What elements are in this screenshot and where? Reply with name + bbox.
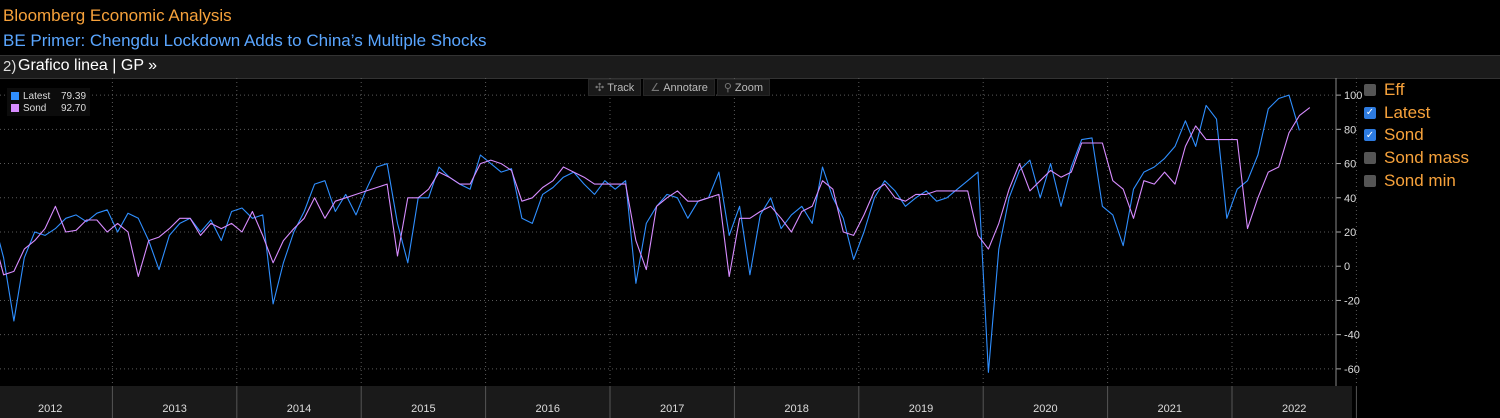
source-label: Bloomberg Economic Analysis [3,6,232,25]
checkbox-icon[interactable] [1364,174,1376,187]
magnifier-icon: ⚲ [723,82,732,94]
legend-value: 79.39 [61,90,87,102]
x-axis-band [0,386,1352,418]
toggle-eff[interactable]: Eff [1364,79,1469,102]
y-tick-label: 80 [1344,124,1356,136]
legend-entry-latest: Latest 79.39 [11,90,86,102]
y-tick-label: -20 [1344,295,1360,307]
series-lines [0,94,1311,373]
crosshair-icon: ✣ [595,82,605,94]
track-label: Track [607,82,635,94]
x-axis: 2012 2013 2014 2015 2016 2017 2018 2019 2020 2021… [0,386,1357,418]
zoom-tool[interactable]: ⚲ Zoom [716,79,771,96]
toggle-sond-mass[interactable]: Sond mass [1364,147,1469,170]
y-tick-label: 0 [1344,261,1350,273]
legend-name: Sond [23,102,47,114]
toggle-sond[interactable]: ✓ Sond [1364,124,1469,147]
checkbox-icon[interactable] [1364,84,1376,97]
annotate-label: Annotare [663,82,708,94]
checkbox-icon[interactable] [1364,152,1376,165]
x-tick-label: 2020 [1033,403,1057,415]
chart-tools: ✣ Track ∠ Annotare ⚲ Zoom [588,79,771,96]
x-tick-label: 2013 [162,403,186,415]
annotate-tool[interactable]: ∠ Annotare [643,79,715,96]
legend-swatch-latest [11,92,19,100]
x-tick-label: 2018 [784,403,808,415]
series-toggle-panel: Eff ✓ Latest ✓ Sond Sond mass Sond min [1364,79,1469,192]
x-tick-label: 2022 [1282,403,1306,415]
x-tick-label: 2017 [660,403,684,415]
chart-toolbar: 2) Grafico linea | GP » [0,55,1500,79]
legend-swatch-sond [11,104,19,112]
toggle-latest[interactable]: ✓ Latest [1364,102,1469,125]
x-tick-label: 2021 [1158,403,1182,415]
x-tick-label: 2014 [287,403,311,415]
toggle-label: Sond mass [1384,148,1470,168]
x-tick-label: 2016 [536,403,560,415]
y-tick-label: 20 [1344,227,1356,239]
panel-number-icon: 2) [3,58,17,75]
toggle-label: Sond min [1384,170,1456,190]
legend-value: 92.70 [61,102,87,114]
y-tick-label: 40 [1344,193,1356,205]
checkbox-checked-icon[interactable]: ✓ [1364,106,1376,119]
pencil-icon: ∠ [650,82,661,94]
series-line-latest [0,94,1300,373]
zoom-label: Zoom [734,82,764,94]
x-tick-label: 2012 [38,403,62,415]
y-tick-label: -40 [1344,330,1360,342]
y-axis: -60 -40 -20 0 20 40 60 80 100 [1335,78,1362,386]
x-tick-label: 2015 [411,403,435,415]
x-tick-label: 2019 [909,403,933,415]
toggle-label: Sond [1384,125,1424,145]
y-tick-label: 60 [1344,159,1356,171]
series-line-sond [0,107,1311,278]
checkbox-checked-icon[interactable]: ✓ [1364,129,1376,142]
headline-link[interactable]: BE Primer: Chengdu Lockdown Adds to Chin… [3,31,487,50]
chart-title-menu[interactable]: Grafico linea | GP » [18,57,158,74]
chart-legend: Latest 79.39 Sond 92.70 [7,88,91,116]
y-tick-label: -60 [1344,364,1360,376]
y-tick-label: 100 [1344,90,1362,102]
legend-name: Latest [23,90,51,102]
toggle-sond-min[interactable]: Sond min [1364,169,1469,192]
toggle-label: Eff [1384,80,1405,100]
track-tool[interactable]: ✣ Track [588,79,642,96]
legend-entry-sond: Sond 92.70 [11,102,86,114]
toggle-label: Latest [1384,102,1431,122]
